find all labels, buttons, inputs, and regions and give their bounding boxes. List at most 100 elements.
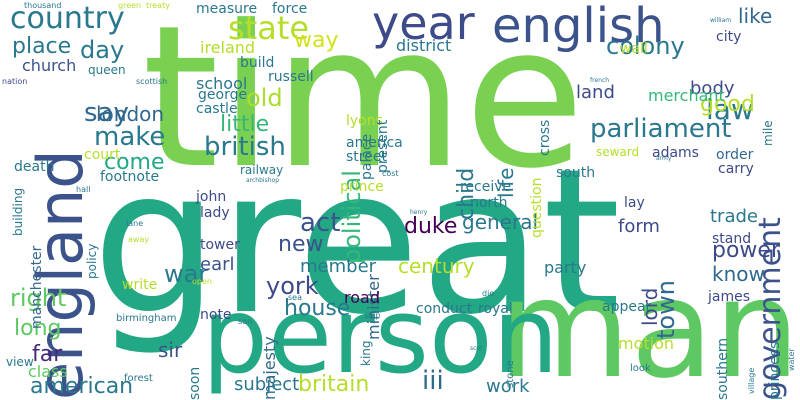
word-british: british	[204, 132, 286, 162]
word-william: william	[710, 17, 732, 24]
word-james: james	[708, 289, 751, 305]
word-die: die	[482, 289, 495, 298]
word-russell: russell	[268, 69, 314, 85]
word-lane: lane	[126, 219, 144, 228]
word-general: general	[462, 210, 539, 234]
word-great: great	[92, 126, 621, 359]
word-earl: earl	[200, 254, 235, 275]
word-road: road	[344, 288, 380, 307]
word-john: john	[196, 189, 227, 205]
word-act: act	[300, 208, 341, 238]
word-hall: hall	[76, 185, 91, 194]
word-archbishop: archbishop	[246, 177, 279, 184]
word-policy: policy	[85, 243, 99, 279]
word-new: new	[278, 232, 324, 257]
word-way: way	[294, 28, 339, 53]
word-scottish: scottish	[136, 77, 168, 86]
word-princess: princess	[767, 341, 783, 400]
word-prince: prince	[340, 179, 384, 195]
word-royal: royal	[478, 301, 513, 317]
word-far: far	[32, 342, 63, 367]
word-appear: appear	[602, 299, 652, 315]
word-nation: nation	[2, 77, 28, 86]
word-power: power	[712, 238, 780, 263]
word-green: green	[118, 1, 142, 10]
word-district: district	[396, 36, 452, 55]
word-footnote: footnote	[100, 169, 160, 185]
word-question: question	[529, 177, 545, 238]
word-land: land	[576, 82, 615, 103]
word-village: village	[747, 367, 756, 394]
word-member: member	[300, 256, 377, 277]
word-open: open	[192, 277, 212, 286]
word-place: place	[12, 34, 72, 59]
word-look: look	[630, 363, 651, 374]
word-tower: tower	[200, 237, 240, 253]
word-measure: measure	[196, 1, 258, 17]
word-forest: forest	[124, 373, 153, 384]
word-know: know	[712, 262, 765, 286]
word-building: building	[11, 187, 25, 236]
word-court: court	[84, 147, 121, 163]
word-away: away	[128, 235, 150, 244]
word-stand: stand	[712, 231, 752, 247]
word-view: view	[6, 355, 34, 369]
word-iii: iii	[422, 366, 444, 396]
word-carry: carry	[718, 161, 754, 177]
word-sir: sir	[158, 338, 183, 362]
word-manchester: manchester	[29, 245, 45, 329]
word-say: say	[84, 98, 129, 128]
word-body: body	[690, 78, 735, 99]
word-scot: scot	[470, 345, 483, 352]
word-street: street	[346, 149, 387, 165]
word-thousand: thousand	[24, 1, 62, 10]
word-sea: sea	[288, 293, 302, 302]
word-american: american	[30, 374, 134, 399]
word-motion: motion	[618, 334, 675, 353]
word-come: come	[104, 150, 165, 175]
word-law: law	[706, 93, 754, 126]
word-work: work	[486, 376, 530, 397]
word-country: country	[10, 1, 125, 36]
word-like: like	[738, 4, 773, 28]
word-city: city	[716, 29, 742, 45]
word-subject: subject	[234, 374, 300, 395]
word-little: little	[220, 112, 270, 137]
word-london: london	[96, 102, 165, 126]
word-queen: queen	[88, 63, 126, 77]
word-note: note	[200, 307, 232, 323]
word-write: write	[122, 277, 158, 293]
word-cross: cross	[537, 119, 553, 156]
word-order: order	[716, 147, 754, 163]
word-birmingham: birmingham	[116, 313, 177, 324]
word-duke: duke	[404, 214, 458, 239]
word-railway: railway	[240, 163, 284, 177]
word-build: build	[240, 55, 275, 71]
word-treaty: treaty	[146, 1, 170, 10]
word-north: north	[470, 195, 508, 211]
word-water: water	[787, 348, 796, 371]
word-king: king	[359, 340, 373, 366]
word-york: york	[266, 272, 319, 300]
word-merchant: merchant	[648, 86, 725, 105]
word-receive: receive	[460, 179, 512, 195]
word-soon: soon	[187, 366, 203, 400]
word-good: good	[700, 92, 755, 117]
word-america: america	[346, 135, 403, 151]
word-ireland: ireland	[200, 38, 256, 57]
word-church: church	[22, 56, 77, 75]
word-lyons: lyons	[346, 113, 383, 129]
word-man: man	[497, 251, 800, 400]
word-lay: lay	[624, 195, 645, 211]
word-army: army	[656, 155, 672, 162]
word-adams: adams	[652, 145, 699, 161]
word-parliament: parliament	[590, 114, 732, 144]
word-britain: britain	[298, 372, 370, 397]
word-right: right	[10, 284, 67, 312]
word-force: force	[272, 1, 308, 17]
word-war: war	[164, 260, 209, 288]
word-party: party	[544, 258, 587, 277]
word-southern: southern	[715, 337, 731, 400]
word-mile: mile	[761, 120, 775, 146]
word-conduct: conduct	[416, 301, 473, 317]
